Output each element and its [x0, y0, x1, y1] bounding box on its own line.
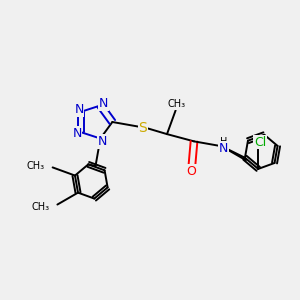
Text: Cl: Cl	[254, 136, 266, 149]
Text: N: N	[99, 97, 108, 110]
Text: H: H	[220, 137, 227, 147]
Text: N: N	[219, 142, 228, 155]
Text: S: S	[139, 121, 147, 135]
Text: CH₃: CH₃	[31, 202, 50, 212]
Text: CH₃: CH₃	[167, 99, 186, 110]
Text: O: O	[186, 165, 196, 178]
Text: N: N	[72, 127, 82, 140]
Text: N: N	[98, 135, 107, 148]
Text: CH₃: CH₃	[26, 161, 45, 171]
Text: N: N	[74, 103, 84, 116]
